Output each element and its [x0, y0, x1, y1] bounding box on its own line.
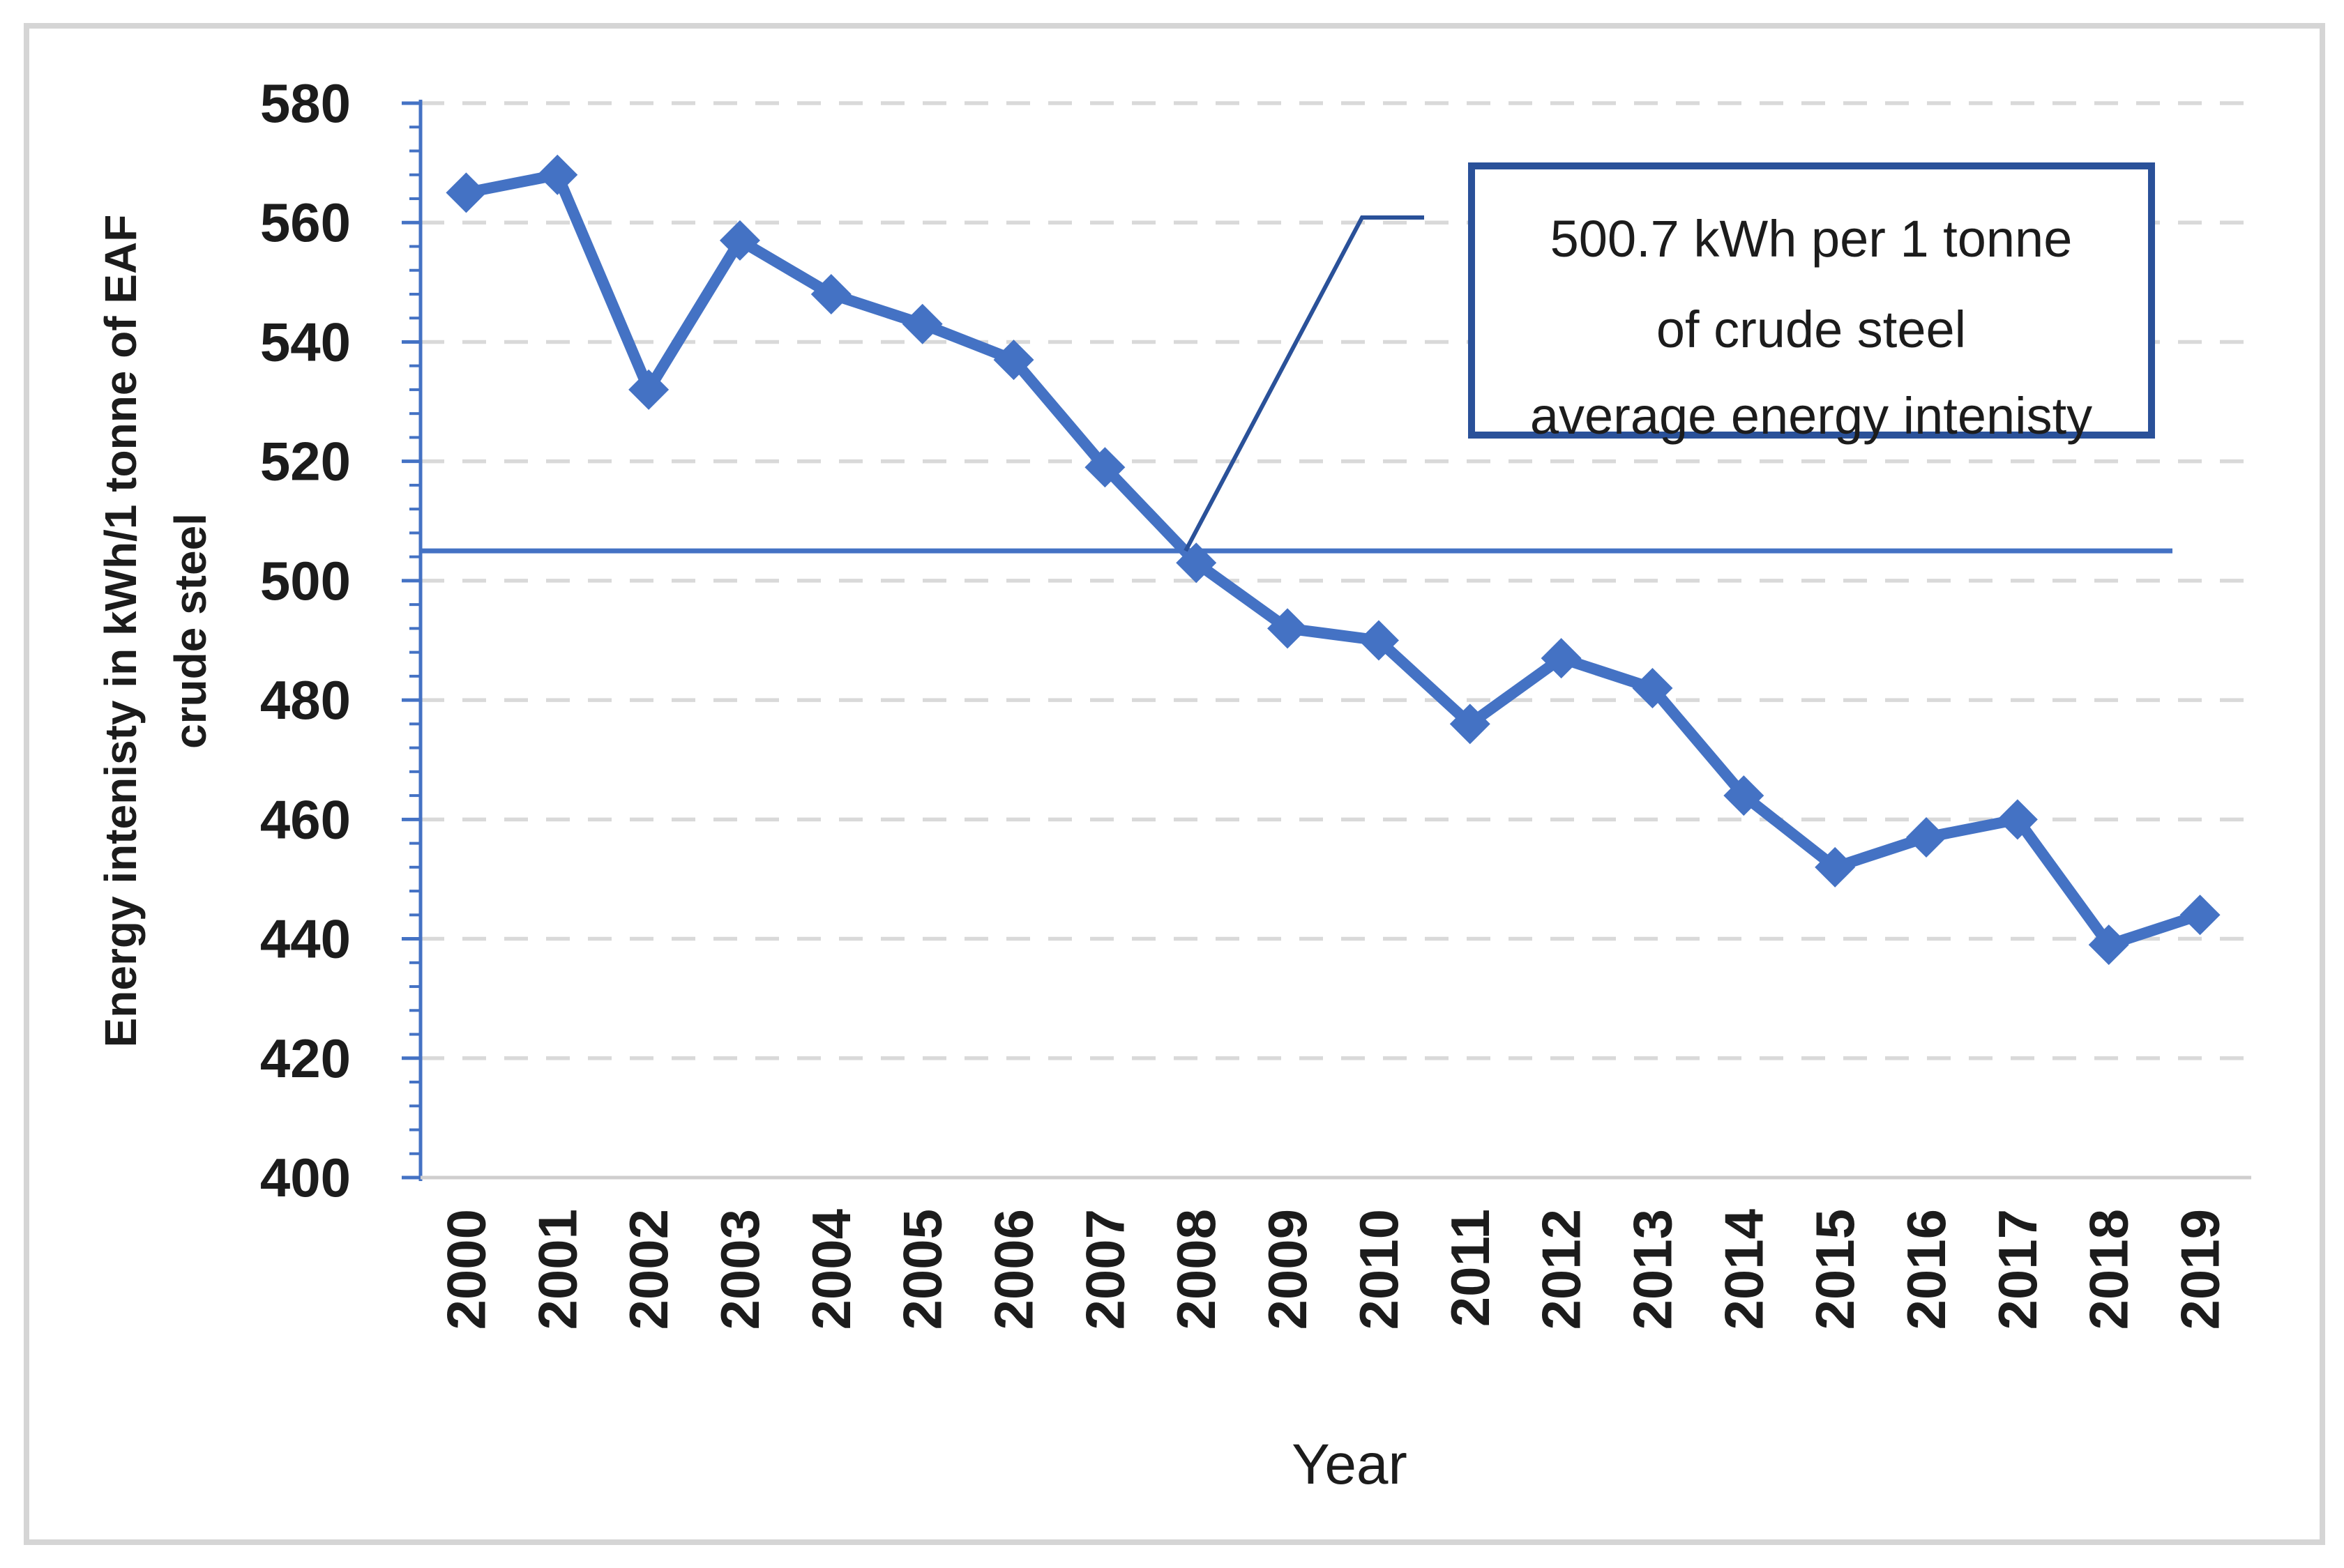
data-point-marker-2004: [810, 273, 852, 314]
x-tick-label-2000: 2000: [435, 1209, 497, 1330]
plot-area: 580 560 540 520 500 480 460 440 420 400 2000 2001 20…: [260, 73, 2251, 1330]
data-point-marker-2018: [2088, 924, 2129, 966]
x-tick-label-2012: 2012: [1531, 1209, 1592, 1330]
data-point-marker-2015: [1815, 846, 1856, 888]
annotation-line-3: average energy intenisty: [1530, 387, 2092, 445]
x-tick-label-2016: 2016: [1896, 1209, 1957, 1330]
y-axis-title-line-1: Energy intenisty in kWh/1 tonne of EAF: [96, 215, 146, 1048]
x-tick-label-2001: 2001: [527, 1209, 588, 1330]
x-tick-label-2008: 2008: [1165, 1209, 1227, 1330]
x-tick-label-2003: 2003: [709, 1209, 771, 1330]
x-tick-label-2004: 2004: [801, 1209, 862, 1330]
x-tick-label-2017: 2017: [1987, 1209, 2048, 1330]
x-tick-label-2007: 2007: [1074, 1209, 1135, 1330]
data-point-marker-2003: [719, 220, 760, 261]
data-point-marker-2002: [628, 369, 670, 410]
x-tick-label-2018: 2018: [2078, 1209, 2140, 1330]
y-tick-label-460: 460: [260, 789, 351, 850]
data-point-marker-2013: [1632, 667, 1673, 708]
y-tick-label-400: 400: [260, 1147, 351, 1208]
y-tick-label-520: 520: [260, 431, 351, 492]
data-point-marker-2009: [1267, 608, 1308, 649]
x-tick-label-2010: 2010: [1348, 1209, 1409, 1330]
data-point-marker-2008: [1176, 542, 1217, 584]
x-tick-label-2002: 2002: [618, 1209, 679, 1330]
x-tick-label-2011: 2011: [1439, 1209, 1501, 1327]
data-point-marker-2005: [902, 303, 943, 344]
y-tick-label-500: 500: [260, 550, 351, 611]
data-point-marker-2019: [2179, 895, 2221, 936]
x-tick-label-2006: 2006: [983, 1209, 1045, 1330]
y-axis-title-line-2: crude steel: [165, 513, 216, 749]
x-tick-label-2014: 2014: [1713, 1209, 1774, 1330]
annotation-line-1: 500.7 kWh per 1 tonne: [1550, 210, 2073, 268]
x-tick-label-2013: 2013: [1621, 1209, 1683, 1330]
annotation-box: [1468, 162, 2155, 439]
y-tick-label-540: 540: [260, 311, 351, 372]
data-point-marker-2017: [1997, 799, 2038, 840]
data-point-marker-2000: [446, 172, 487, 213]
data-point-marker-2001: [537, 154, 578, 195]
x-tick-label-2005: 2005: [892, 1209, 953, 1330]
y-tick-label-560: 560: [260, 192, 351, 253]
x-tick-label-2009: 2009: [1257, 1209, 1318, 1330]
annotation-line-2: of crude steel: [1656, 300, 1966, 358]
y-tick-label-440: 440: [260, 908, 351, 970]
data-point-marker-2014: [1723, 775, 1764, 816]
callout-leader-line: [1184, 215, 1424, 552]
y-tick-label-420: 420: [260, 1028, 351, 1089]
data-point-marker-2006: [993, 340, 1034, 381]
x-tick-label-2015: 2015: [1804, 1209, 1866, 1330]
data-point-marker-2011: [1449, 703, 1490, 745]
data-point-marker-2016: [1906, 817, 1947, 858]
x-tick-label-2019: 2019: [2170, 1209, 2231, 1330]
x-axis-title: Year: [1292, 1433, 1407, 1496]
data-point-marker-2010: [1358, 620, 1399, 661]
y-tick-label-480: 480: [260, 669, 351, 731]
y-tick-label-580: 580: [260, 73, 351, 134]
data-point-marker-2007: [1084, 447, 1126, 488]
data-point-marker-2012: [1541, 638, 1582, 679]
